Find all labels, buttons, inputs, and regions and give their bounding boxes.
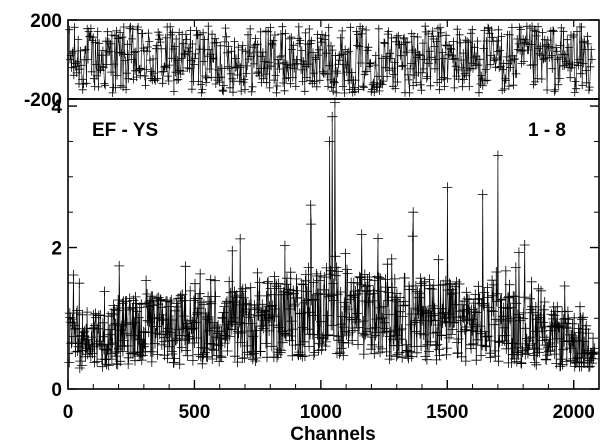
y-tick-label: 0 xyxy=(51,380,62,401)
annotation-left: EF - YS xyxy=(92,120,158,141)
x-tick-label: 1500 xyxy=(426,402,468,423)
bottom-series-line xyxy=(68,102,596,369)
y-tick-label: 2 xyxy=(51,239,62,260)
top-series-markers xyxy=(65,22,596,97)
x-tick-label: 0 xyxy=(63,402,74,423)
y-tick-label: 200 xyxy=(30,11,62,32)
bottom-panel-data xyxy=(64,97,600,373)
y-tick-label: 4 xyxy=(51,97,62,118)
top-panel-data xyxy=(65,22,596,97)
bottom-series-markers xyxy=(64,97,600,373)
x-tick-label: 2000 xyxy=(553,402,595,423)
x-axis-label: Channels xyxy=(290,424,376,443)
x-tick-label: 1000 xyxy=(300,402,342,423)
bottom-y-ticks: 0 2 4 xyxy=(51,97,599,401)
x-tick-label: 500 xyxy=(179,402,211,423)
bottom-panel-frame xyxy=(67,98,600,390)
bottom-panel: 0 2 4 0 500 1000 1500 2000 EF - YS 1 - 8 Chann… xyxy=(51,20,600,443)
bottom-x-ticks: 0 500 1000 1500 2000 xyxy=(63,20,595,423)
top-panel: 200 -200 xyxy=(24,11,600,111)
y-tick-label: -200 xyxy=(24,90,62,111)
annotation-right: 1 - 8 xyxy=(528,120,566,141)
